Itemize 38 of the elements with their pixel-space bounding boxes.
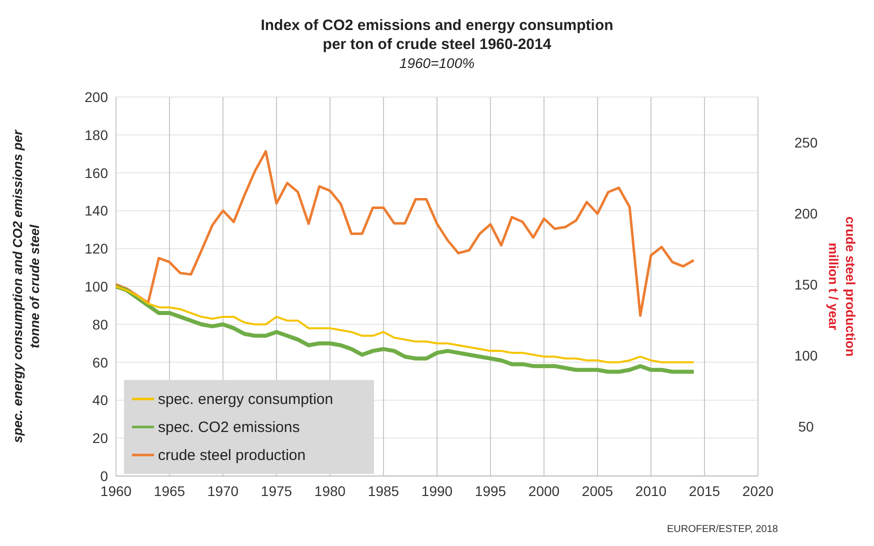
x-tick-label: 2005 [582, 483, 614, 499]
y-tick-label: 120 [84, 240, 108, 257]
y2-tick-label: 50 [798, 418, 814, 434]
x-tick-label: 1980 [314, 483, 346, 499]
x-tick-label: 1995 [474, 483, 506, 499]
y2-tick-label: 100 [794, 347, 818, 364]
x-tick-label: 2000 [528, 483, 560, 499]
x-tick-label: 1975 [260, 483, 292, 499]
x-tick-label: 2015 [688, 483, 720, 499]
y-tick-label: 140 [84, 202, 108, 219]
y2-tick-label: 250 [794, 134, 818, 150]
x-tick-label: 2020 [742, 483, 774, 499]
x-tick-label: 1960 [100, 483, 132, 499]
y-tick-label: 180 [84, 126, 108, 143]
x-tick-label: 1970 [207, 483, 239, 499]
y-tick-label: 160 [84, 164, 108, 181]
legend-label: crude steel production [158, 447, 306, 464]
text: EUROFER/ESTEP, 2018 [667, 524, 778, 535]
x-tick-label: 1965 [154, 483, 186, 499]
legend-label: spec. energy consumption [158, 391, 334, 408]
chart-title: Index of CO2 emissions and energy consumption per ton of crude steel 1960-2014 [260, 17, 614, 53]
x-tick-label: 2010 [635, 483, 667, 499]
y-tick-label: 40 [92, 392, 108, 408]
y-tick-label: 0 [100, 468, 108, 484]
x-tick-label: 1990 [421, 483, 453, 499]
legend-label: spec. CO2 emissions [158, 419, 300, 436]
y-tick-label: 200 [84, 89, 108, 105]
y-tick-label: 20 [92, 430, 108, 446]
y2-tick-label: 150 [794, 276, 818, 292]
chart-subtitle: 1960=100% [399, 55, 475, 71]
y-tick-label: 80 [92, 316, 108, 332]
y-tick-label: 100 [84, 278, 108, 294]
y-tick-label: 60 [92, 354, 108, 370]
y2-axis-title: crude steel production million t / year [826, 216, 858, 357]
y-axis-title: spec. energy consumption and CO2 emissions per tonne of crude steel [10, 129, 42, 443]
line-series [114, 150, 696, 317]
y2-tick-label: 200 [794, 205, 818, 222]
x-tick-label: 1985 [368, 483, 400, 499]
